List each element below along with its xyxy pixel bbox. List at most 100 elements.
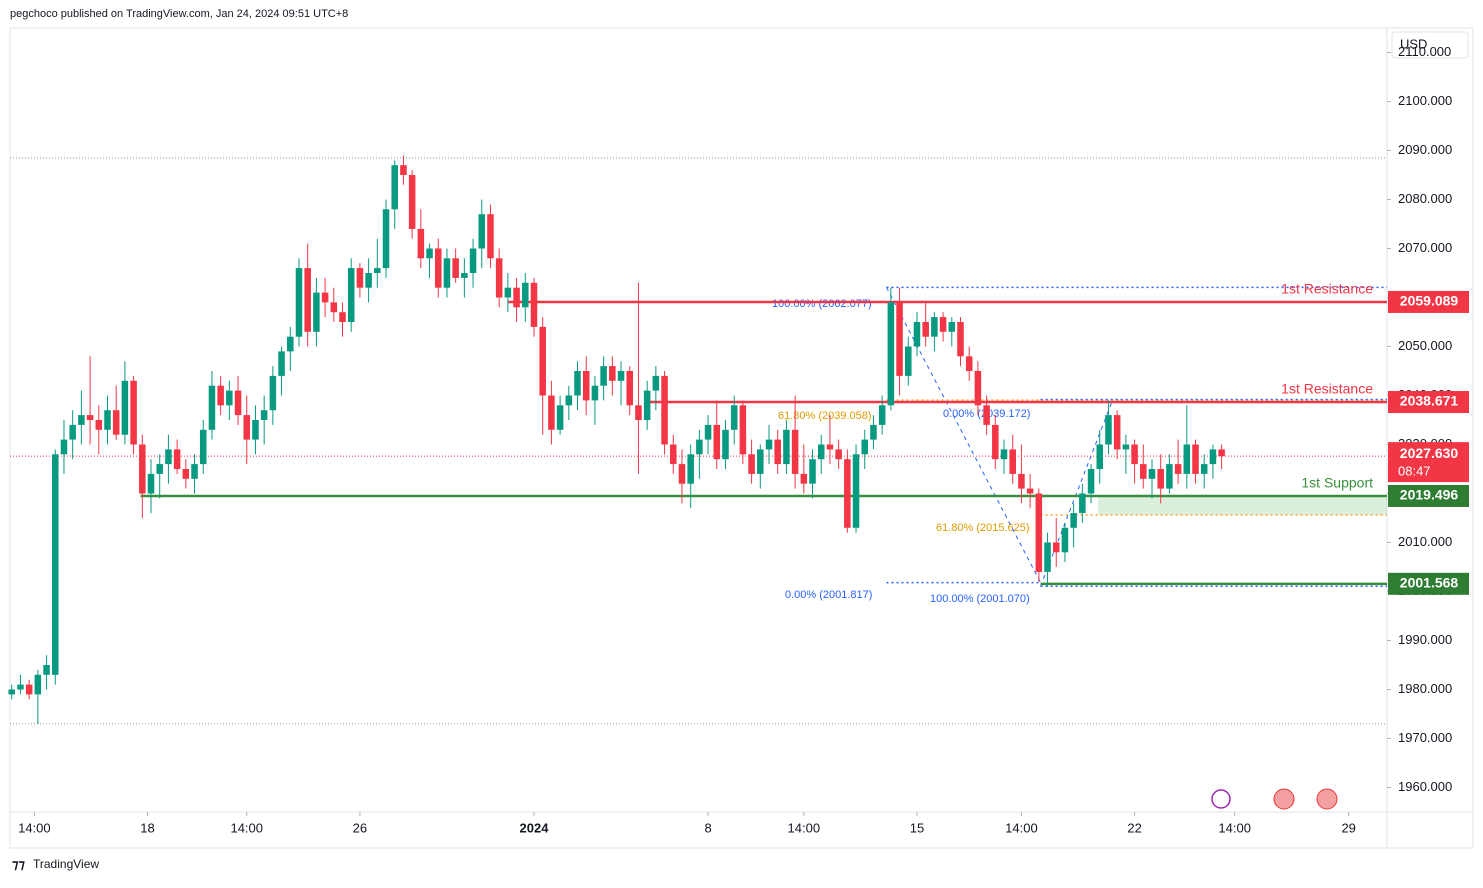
x-tick-label: 29 — [1341, 820, 1355, 835]
candle-body — [434, 248, 442, 288]
price-tag-label: 2038.671 — [1400, 393, 1459, 409]
candle-body — [626, 371, 634, 406]
candle-body — [452, 258, 459, 278]
candle-body — [992, 424, 999, 460]
candle-body — [530, 282, 538, 327]
candle-body — [1131, 444, 1138, 465]
candle-body — [1079, 493, 1086, 514]
x-tick-label: 14:00 — [1005, 820, 1038, 835]
candle-body — [1157, 469, 1164, 489]
fib-label: 100.00% (2062.077) — [772, 298, 872, 310]
candle-body — [609, 366, 616, 381]
fib-label: 61.80% (2039.058) — [778, 410, 872, 422]
x-tick-label: 14:00 — [788, 820, 821, 835]
candle-body — [287, 336, 294, 352]
candle-body — [382, 209, 390, 269]
candle-body — [835, 449, 842, 460]
candle-body — [582, 371, 590, 401]
candle-body — [1174, 464, 1182, 474]
candle-body — [121, 380, 129, 435]
candle-body — [574, 371, 581, 396]
frame — [9, 27, 1474, 849]
candle-body — [1113, 415, 1121, 450]
candle-body — [391, 165, 398, 210]
last-price-label: 2027.630 — [1400, 445, 1459, 461]
candle-body — [104, 410, 111, 430]
level-name: 1st Support — [1301, 475, 1373, 491]
candle-body — [1026, 488, 1034, 494]
candle-body — [217, 385, 224, 406]
candle-body — [356, 268, 364, 288]
x-tick-label: 15 — [910, 820, 924, 835]
candle-body — [69, 424, 76, 440]
candle-body — [478, 214, 486, 249]
y-tick-label: 2010.000 — [1398, 534, 1452, 549]
candle-body — [156, 464, 163, 474]
candle-body — [678, 464, 686, 484]
candle-body — [905, 346, 912, 376]
candle-body — [948, 322, 956, 332]
y-tick-label: 2050.000 — [1398, 338, 1452, 353]
price-tag-label: 2019.496 — [1400, 487, 1459, 503]
candle-body — [495, 258, 503, 298]
candle-body — [635, 405, 642, 420]
candle-body — [1200, 464, 1208, 474]
candle-body — [1052, 542, 1060, 553]
event-icons[interactable] — [1211, 788, 1338, 810]
candle-body — [426, 248, 433, 259]
candle-body — [1192, 444, 1199, 474]
fib-trend — [1040, 399, 1114, 587]
candle-body — [365, 273, 372, 288]
y-tick-label: 1990.000 — [1398, 632, 1452, 647]
candle-body — [1070, 513, 1077, 528]
candle-body — [722, 429, 729, 460]
currency[interactable]: USD — [1400, 36, 1427, 51]
candle-body — [774, 439, 781, 465]
candle-body — [939, 317, 947, 332]
candle-body — [791, 429, 799, 474]
candle-body — [652, 375, 660, 391]
candle-body — [17, 684, 24, 690]
fib-label: 0.00% (2001.817) — [785, 589, 872, 601]
candle-body — [330, 302, 338, 313]
candle-body — [295, 268, 303, 337]
candle-body — [243, 415, 251, 440]
candle-body — [800, 473, 808, 484]
candle-body — [1166, 464, 1173, 489]
candle-body — [182, 469, 190, 479]
candle-body — [165, 449, 172, 465]
candle-body — [86, 415, 94, 420]
x-tick-label: 22 — [1127, 820, 1141, 835]
candle-body — [1183, 444, 1191, 474]
support-zone — [1098, 495, 1387, 515]
candle-body — [922, 322, 929, 337]
candle-body — [374, 268, 381, 273]
candle-body — [556, 405, 564, 430]
candle-body — [199, 429, 207, 465]
candle-body — [43, 665, 50, 675]
candle-body — [565, 395, 573, 406]
event-icon[interactable] — [1316, 788, 1338, 810]
candle-body — [139, 444, 146, 494]
candle-body — [487, 214, 494, 259]
candle-body — [861, 439, 869, 455]
candle-body — [252, 420, 259, 440]
candle-body — [896, 302, 903, 376]
candle-body — [1044, 542, 1051, 572]
event-icon[interactable] — [1273, 788, 1295, 810]
candle-body — [1096, 444, 1104, 469]
candle-body — [408, 175, 416, 229]
candle-body — [696, 439, 703, 455]
y-tick-label: 2100.000 — [1398, 93, 1452, 108]
last-price-tag — [1388, 442, 1469, 483]
event-icon[interactable] — [1211, 789, 1231, 809]
candle-body — [817, 444, 825, 460]
candle-body — [347, 268, 355, 322]
currency-box[interactable] — [1391, 31, 1469, 59]
candle-body — [539, 326, 546, 396]
candle-body — [469, 248, 477, 273]
candle-body — [112, 410, 120, 435]
candle-body — [887, 302, 895, 406]
candle-body — [591, 385, 599, 401]
candle-body — [983, 405, 990, 425]
